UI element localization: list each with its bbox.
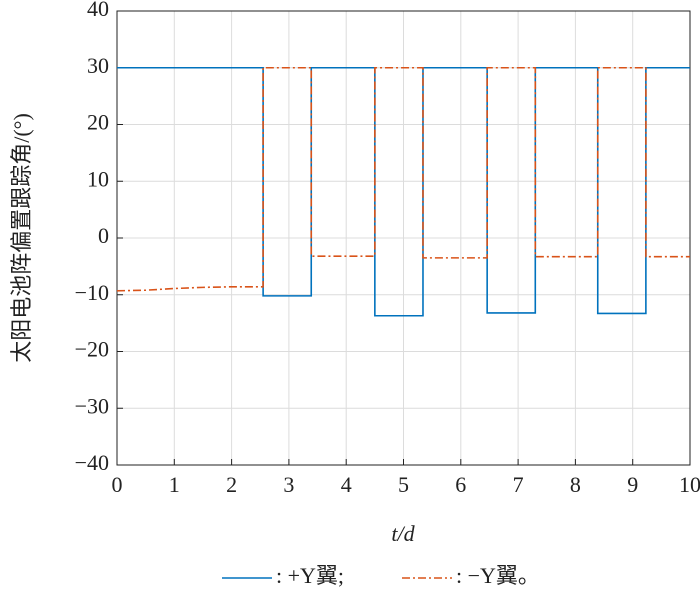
x-axis-label: t/d [391, 521, 415, 546]
legend-label: : −Y翼。 [456, 563, 540, 588]
y-tick-label: −30 [75, 393, 109, 418]
x-tick-label: 2 [226, 472, 237, 497]
legend-label: : +Y翼; [276, 563, 344, 588]
y-tick-label: −20 [75, 337, 109, 362]
x-tick-label: 5 [398, 472, 409, 497]
x-tick-label: 4 [341, 472, 352, 497]
x-tick-label: 7 [513, 472, 524, 497]
y-tick-label: −40 [75, 450, 109, 475]
x-tick-label: 6 [455, 472, 466, 497]
x-tick-label: 3 [283, 472, 294, 497]
x-tick-label: 1 [169, 472, 180, 497]
x-tick-label: 8 [570, 472, 581, 497]
y-axis-label: 太阳电池阵偏置跟踪角/(°) [9, 113, 34, 363]
x-tick-label: 10 [679, 472, 700, 497]
series-line [116, 66, 690, 292]
y-tick-label: 0 [98, 223, 109, 248]
y-tick-label: 20 [87, 110, 109, 135]
y-tick-label: −10 [75, 280, 109, 305]
y-tick-label: 40 [87, 0, 109, 21]
x-tick-label: 0 [112, 472, 123, 497]
series-line [117, 66, 690, 317]
y-tick-label: 30 [87, 53, 109, 78]
plot-frame [116, 10, 691, 466]
x-tick-label: 9 [627, 472, 638, 497]
y-tick-label: 10 [87, 166, 109, 191]
